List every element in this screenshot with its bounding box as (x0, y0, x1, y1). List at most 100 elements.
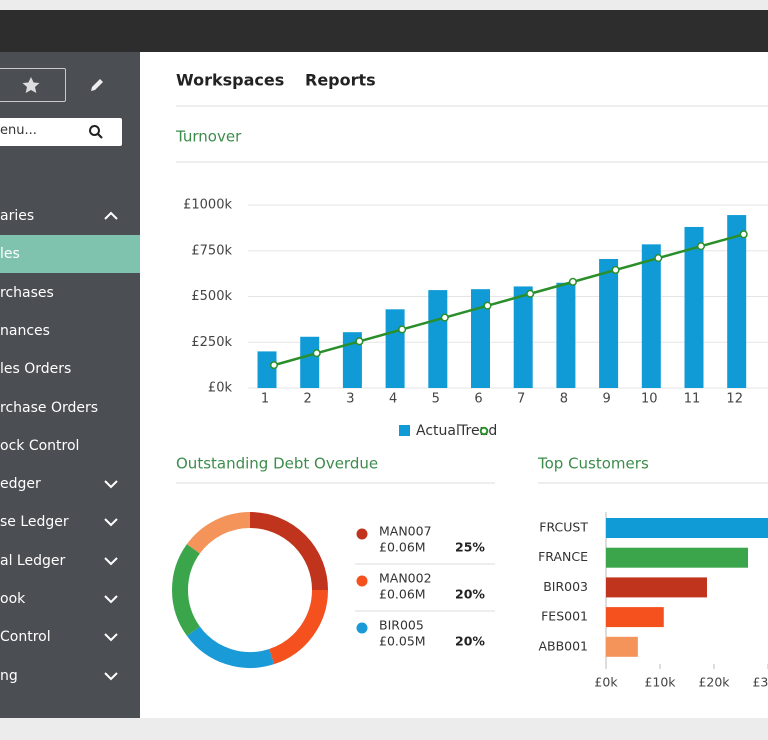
chevron (104, 480, 118, 489)
chevron (104, 671, 118, 681)
legend-dot (356, 575, 368, 587)
legend-percent: 25% (455, 540, 485, 555)
chevron (104, 211, 118, 220)
menu-item[interactable]: rchase Orders (0, 389, 140, 427)
bar (428, 290, 448, 388)
trend-point (739, 230, 748, 239)
bar (606, 547, 749, 568)
bar (599, 258, 619, 388)
menu-item[interactable]: ook (0, 580, 140, 618)
bar (606, 636, 638, 657)
legend-label: Trend (458, 423, 497, 439)
legend-name: MAN002 (379, 571, 432, 586)
legend-swatch (399, 425, 410, 436)
legend-marker (479, 426, 489, 436)
trend-point (568, 277, 577, 286)
bar (342, 332, 362, 388)
trend-line (273, 233, 745, 367)
bar (385, 309, 405, 388)
donut-segment (186, 626, 275, 668)
bar (727, 215, 747, 388)
menu-item[interactable]: rchases (0, 274, 140, 312)
section-title: Outstanding Debt Overdue (176, 455, 378, 473)
menu-label: nances (0, 322, 50, 339)
y-tick-label: FRCUST (539, 520, 588, 535)
y-tick-label: £250k (191, 335, 232, 350)
sidebar: enu... aries les rchases nances les Orders rc… (0, 52, 140, 718)
legend-name: BIR005 (379, 618, 424, 633)
menu-item[interactable]: les (0, 235, 140, 274)
menu-label: rchases (0, 284, 54, 301)
menu-item[interactable]: les Orders (0, 350, 140, 388)
x-tick-label: 6 (474, 392, 482, 407)
menu-label: rchase Orders (0, 399, 99, 416)
tab[interactable]: Reports (305, 71, 376, 90)
favorite-button[interactable] (0, 68, 66, 102)
x-tick-label: 9 (602, 392, 610, 407)
bar (556, 282, 576, 388)
trend-point (611, 265, 620, 275)
y-tick-label: £0k (208, 381, 233, 396)
y-tick-label: £500k (191, 289, 232, 304)
x-tick-label: 4 (389, 392, 397, 407)
menu-label: Control (0, 629, 51, 646)
donut-segment (186, 512, 251, 554)
y-tick-label: £750k (191, 243, 232, 258)
bar (606, 577, 707, 598)
x-tick-label: £20k (698, 675, 730, 690)
legend-name: MAN007 (379, 524, 432, 539)
bar (606, 518, 768, 538)
bar (300, 336, 320, 388)
x-tick-label: £0k (594, 675, 618, 690)
trend-point (483, 301, 492, 310)
trend-point (440, 313, 449, 322)
y-tick-label: FES001 (541, 609, 588, 624)
menu-label: aries (0, 208, 35, 224)
x-tick-label: 1 (261, 392, 269, 407)
menu-label: al Ledger (0, 552, 66, 569)
menu-label: les Orders (0, 361, 72, 378)
menu-item[interactable]: al Ledger (0, 542, 140, 580)
bar (257, 351, 277, 388)
menu-label: ng (0, 667, 18, 684)
x-tick-label: 3 (346, 392, 354, 407)
menu-item[interactable]: ock Control (0, 427, 140, 465)
donut-segment (268, 589, 328, 665)
trend-point (398, 325, 407, 334)
menu-item[interactable]: ng (0, 657, 140, 695)
trend-point (269, 361, 279, 370)
legend-amount: £0.06M (379, 540, 426, 555)
y-tick-label: FRANCE (538, 549, 588, 564)
y-tick-label: ABB001 (538, 638, 588, 653)
x-tick-label: 12 (726, 392, 743, 407)
legend-percent: 20% (455, 634, 485, 649)
trend-point (312, 349, 321, 358)
menu-item[interactable]: se Ledger (0, 503, 140, 541)
trend-point (355, 337, 364, 346)
y-tick-label: £1000k (183, 198, 232, 213)
legend-amount: £0.06M (379, 587, 426, 602)
main-panel: Workspaces Reports Turnover £0k £250k £500k £7… (140, 52, 768, 718)
trend-point (654, 254, 663, 263)
x-tick-label: 11 (684, 392, 701, 407)
search-box[interactable]: enu... (0, 118, 122, 146)
y-tick-label: BIR003 (543, 579, 588, 594)
menu-item[interactable]: nances (0, 312, 140, 350)
legend-percent: 20% (455, 587, 485, 602)
legend-dot (356, 528, 368, 540)
menu-item[interactable]: aries (0, 197, 140, 235)
donut-segment (172, 544, 201, 636)
tab[interactable]: Workspaces (176, 71, 284, 90)
bar (684, 226, 704, 388)
menu-label: ock Control (0, 437, 80, 454)
legend-amount: £0.05M (379, 634, 426, 649)
x-tick-label: 7 (517, 392, 525, 407)
menu-item[interactable]: edger (0, 465, 140, 503)
menu-label: ook (0, 591, 26, 607)
donut-segment (249, 512, 328, 591)
menu-item[interactable]: Control (0, 618, 140, 656)
menu-label: les (0, 246, 20, 263)
x-tick-label: £30k (752, 675, 768, 690)
edit-icon[interactable] (88, 76, 106, 94)
